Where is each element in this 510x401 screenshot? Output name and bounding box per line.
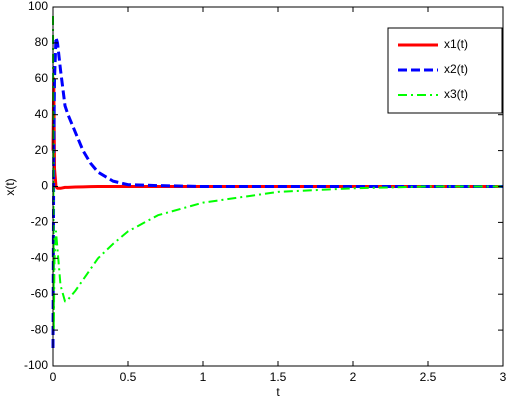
x-tick-label: 0.5 <box>120 370 137 384</box>
x-tick-label: 3 <box>500 370 507 384</box>
y-tick-label: 80 <box>35 35 49 49</box>
y-tick-label: -100 <box>24 358 48 372</box>
data-line <box>51 36 503 349</box>
y-tick-label: -40 <box>31 250 49 264</box>
x-tick-label: 1 <box>200 370 207 384</box>
y-tick-label: 100 <box>28 0 48 13</box>
y-tick-label: -80 <box>31 322 49 336</box>
x-tick-label: 2 <box>350 370 357 384</box>
y-tick-label: -60 <box>31 286 49 300</box>
x-tick-label: 1.5 <box>270 370 287 384</box>
legend-label: x1(t) <box>444 37 468 51</box>
x-axis-label: t <box>276 385 280 399</box>
y-tick-label: 60 <box>35 71 49 85</box>
legend-label: x3(t) <box>444 87 468 101</box>
y-tick-label: 40 <box>35 107 49 121</box>
y-tick-label: 20 <box>35 143 49 157</box>
y-axis-label: x(t) <box>3 178 17 195</box>
y-tick-label: 0 <box>41 179 48 193</box>
y-tick-label: -20 <box>31 215 49 229</box>
x-tick-label: 0 <box>50 370 57 384</box>
x-tick-label: 2.5 <box>420 370 437 384</box>
legend-label: x2(t) <box>444 62 468 76</box>
data-line <box>52 15 503 332</box>
